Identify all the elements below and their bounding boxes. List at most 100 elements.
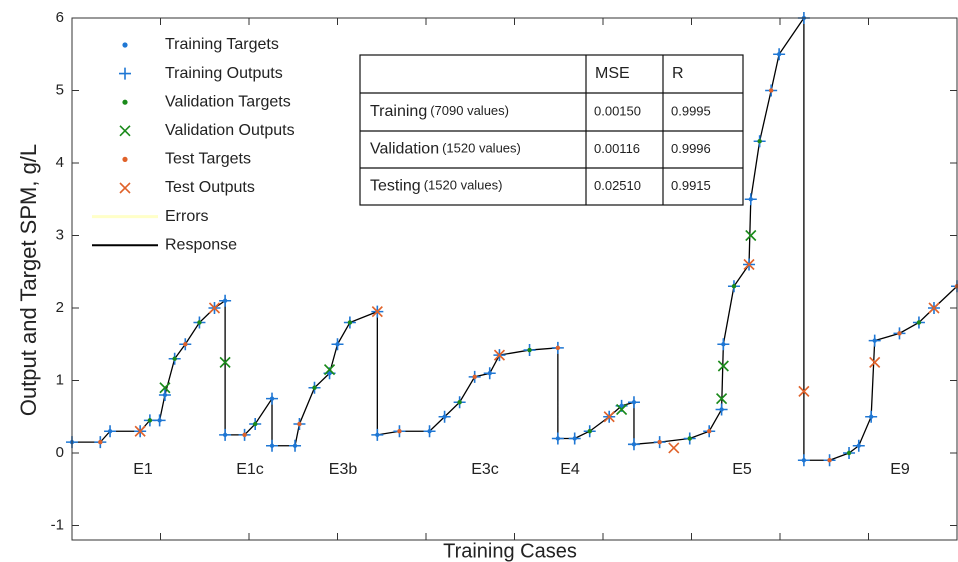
output-point [266,439,279,452]
legend-swatch [122,156,128,162]
table-cell: 0.9995 [671,103,711,118]
stats-table: MSE R Training (7090 values) 0.00150 0.9995 Va… [359,54,744,206]
output-point [869,356,881,368]
row-count: (1520 values) [442,141,521,156]
legend-label: Test Outputs [165,179,255,196]
legend-label: Training Outputs [165,65,283,82]
output-point [773,48,786,61]
output-point [868,334,881,347]
y-tick-label: 1 [56,371,64,388]
output-point [744,193,757,206]
segment-label: E1c [236,461,264,478]
output-point [715,403,728,416]
target-point [768,88,774,93]
output-point [483,367,496,380]
legend-swatch [119,67,131,80]
output-point [716,393,728,405]
legend-swatch [122,42,128,48]
table-header: MSE [595,65,630,82]
output-point [104,425,117,438]
target-point [472,374,477,380]
target-point [252,421,258,427]
y-tick-label: 4 [56,154,64,171]
output-point [797,454,810,467]
target-point [757,139,762,144]
target-point [527,347,532,353]
table-cell: 0.00116 [594,141,640,156]
target-point [197,320,202,325]
target-point [312,385,317,390]
output-point [423,425,436,438]
output-point [743,258,755,271]
segment-label: E1 [133,461,153,478]
output-point [371,428,384,441]
target-point [397,429,402,434]
output-point [323,364,336,376]
segment-label: E5 [732,461,752,478]
output-point [438,410,451,423]
output-point [551,432,564,445]
output-point [852,439,865,452]
target-point [98,439,103,445]
legend-label: Test Targets [165,151,251,168]
segment-label: E3c [471,461,499,478]
target-point [897,331,902,336]
target-point [687,436,692,441]
legend-swatch [122,99,128,105]
target-point [731,284,737,289]
y-tick-label: 3 [56,226,64,243]
table-row-label: Training (7090 values) [370,103,509,120]
output-point [208,302,221,314]
output-point [798,385,810,397]
output-point [928,302,940,314]
target-point [242,432,247,438]
y-tick-label: 2 [56,299,64,316]
legend-label: Training Targets [165,36,279,53]
table-row-label: Validation (1520 values) [370,141,521,158]
output-point [266,392,279,405]
output-point [603,411,615,423]
output-point [159,382,171,394]
target-point [457,400,462,405]
output-point [616,403,628,416]
output-point [717,338,730,351]
table-row-label: Testing (1520 values) [370,178,502,195]
output-point [717,360,729,372]
target-point [846,450,852,456]
output-point [219,428,232,441]
x-axis-label: Training Cases [443,540,577,562]
row-name: Training [370,103,427,120]
output-point [219,294,232,307]
output-point [627,438,640,451]
target-point [297,421,302,427]
output-point [371,306,383,318]
output-point [668,442,680,454]
table-cell: 0.9996 [671,141,711,156]
legend-label: Response [165,236,237,253]
table-background [359,54,744,206]
segment-label: E4 [560,461,580,478]
legend-label: Validation Targets [165,93,291,110]
row-count: (7090 values) [430,103,509,118]
segment-label: E9 [890,461,910,478]
target-point [707,429,712,434]
output-point [568,432,581,445]
segment-label: E3b [329,461,358,478]
table-cell: 0.9915 [671,178,711,193]
target-point [183,342,188,347]
target-point [347,320,353,325]
table-cell: 0.02510 [594,178,641,193]
legend-swatch [119,125,131,137]
target-point [916,320,922,325]
output-point [331,338,344,351]
target-point [827,458,832,463]
target-point [147,418,153,423]
target-point [172,356,177,361]
row-name: Validation [370,141,439,158]
output-point [289,439,302,452]
y-axis-label: Output and Target SPM, g/L [16,144,41,416]
table-header: R [672,65,684,82]
legend-label: Errors [165,208,209,225]
y-tick-label: 6 [56,9,64,26]
y-tick-label: 0 [56,444,64,461]
